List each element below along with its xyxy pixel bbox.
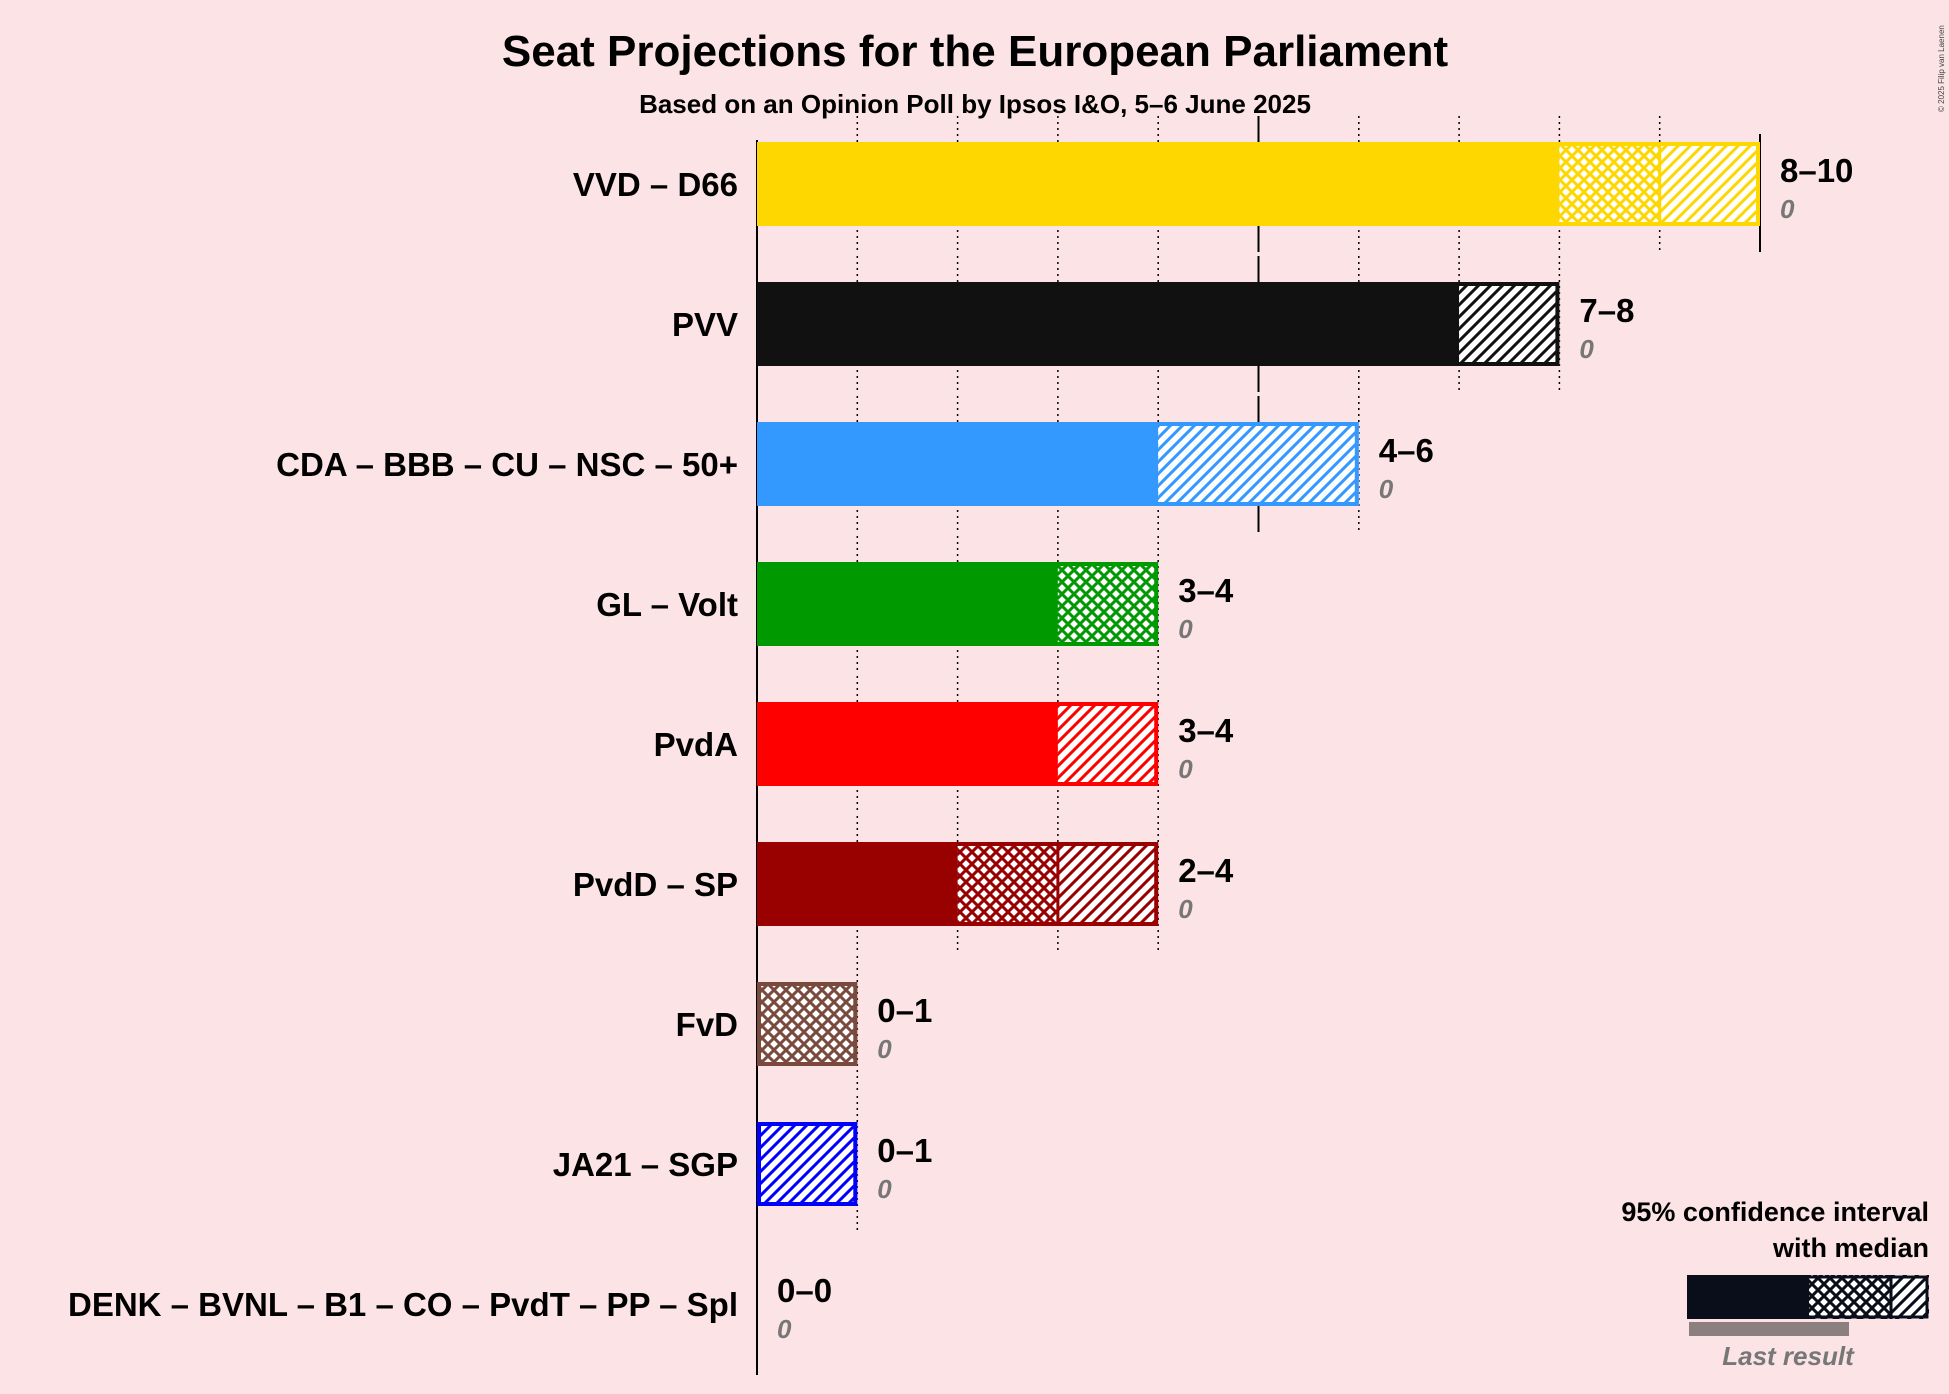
last-result-label: 0: [1579, 334, 1594, 364]
legend-line-2: with median: [1772, 1233, 1929, 1263]
party-row: PvdD – SP 2–4 0: [573, 842, 1234, 926]
legend-last-result-swatch: [1689, 1322, 1849, 1336]
bar-ci-upper: [1057, 702, 1159, 786]
last-result-label: 0: [1178, 894, 1193, 924]
party-row: PVV 7–8 0: [672, 282, 1634, 366]
bar-ci-lower: [757, 982, 858, 1066]
bar-outline: [757, 282, 1560, 366]
bar-ci-upper: [1659, 142, 1760, 226]
range-label: 0–0: [777, 1272, 832, 1309]
last-result-label: 0: [1379, 474, 1394, 504]
bar-outline: [757, 562, 1159, 646]
party-label: FvD: [676, 1006, 738, 1043]
chart-subtitle: Based on an Opinion Poll by Ipsos I&O, 5…: [639, 89, 1311, 119]
bar-ci-lower: [1057, 562, 1159, 646]
bar-ci-upper: [757, 1122, 858, 1206]
bar-certain: [757, 562, 1058, 646]
last-result-label: 0: [877, 1174, 892, 1204]
range-label: 3–4: [1178, 712, 1234, 749]
party-row: JA21 – SGP 0–1 0: [553, 1122, 932, 1206]
range-label: 4–6: [1379, 432, 1434, 469]
party-row: GL – Volt 3–4 0: [596, 562, 1234, 646]
legend-certain-swatch: [1687, 1275, 1809, 1319]
bar-ci-upper: [1459, 282, 1560, 366]
party-row: DENK – BVNL – B1 – CO – PvdT – PP – Spl 0…: [68, 1272, 832, 1344]
party-label: PvdD – SP: [573, 866, 738, 903]
range-label: 0–1: [877, 1132, 932, 1169]
bar-certain: [757, 842, 958, 926]
bar-certain: [757, 142, 1560, 226]
legend: 95% confidence interval with median Last…: [1621, 1197, 1929, 1371]
last-result-label: 0: [1178, 614, 1193, 644]
last-result-label: 0: [1178, 754, 1193, 784]
party-label: GL – Volt: [596, 586, 738, 623]
range-label: 8–10: [1780, 152, 1853, 189]
bar-ci-lower: [1559, 142, 1660, 226]
bar-certain: [757, 422, 1159, 506]
bar-outline: [757, 842, 1159, 926]
last-result-label: 0: [877, 1034, 892, 1064]
bar-ci-upper: [1158, 422, 1359, 506]
bar-ci-upper: [1057, 842, 1159, 926]
range-label: 3–4: [1178, 572, 1234, 609]
party-label: PvdA: [654, 726, 738, 763]
bar-outline: [757, 422, 1359, 506]
range-label: 0–1: [877, 992, 932, 1029]
chart-title: Seat Projections for the European Parlia…: [502, 27, 1449, 76]
party-row: CDA – BBB – CU – NSC – 50+ 4–6 0: [276, 422, 1434, 506]
bar-outline: [757, 1122, 858, 1206]
party-label: PVV: [672, 306, 738, 343]
party-row: FvD 0–1 0: [676, 982, 932, 1066]
legend-line-1: 95% confidence interval: [1621, 1197, 1929, 1227]
legend-ci-lower-swatch: [1809, 1275, 1891, 1319]
bar-certain: [757, 282, 1460, 366]
party-row: VVD – D66 8–10 0: [573, 142, 1853, 226]
bar-certain: [757, 702, 1058, 786]
bar-outline: [757, 982, 858, 1066]
party-label: VVD – D66: [573, 166, 738, 203]
party-row: PvdA 3–4 0: [654, 702, 1234, 786]
range-label: 2–4: [1178, 852, 1234, 889]
copyright-note: © 2025 Filip van Laenen: [1937, 25, 1946, 112]
party-label: CDA – BBB – CU – NSC – 50+: [276, 446, 738, 483]
bar-outline: [757, 702, 1159, 786]
legend-last-result-label: Last result: [1722, 1341, 1855, 1371]
party-label: JA21 – SGP: [553, 1146, 738, 1183]
party-label: DENK – BVNL – B1 – CO – PvdT – PP – Spl: [68, 1286, 738, 1323]
bar-outline: [757, 142, 1760, 226]
last-result-label: 0: [777, 1314, 792, 1344]
range-label: 7–8: [1579, 292, 1634, 329]
last-result-label: 0: [1780, 194, 1795, 224]
legend-ci-upper-swatch: [1891, 1275, 1929, 1319]
legend-outline: [1687, 1275, 1929, 1319]
bar-ci-lower: [957, 842, 1058, 926]
